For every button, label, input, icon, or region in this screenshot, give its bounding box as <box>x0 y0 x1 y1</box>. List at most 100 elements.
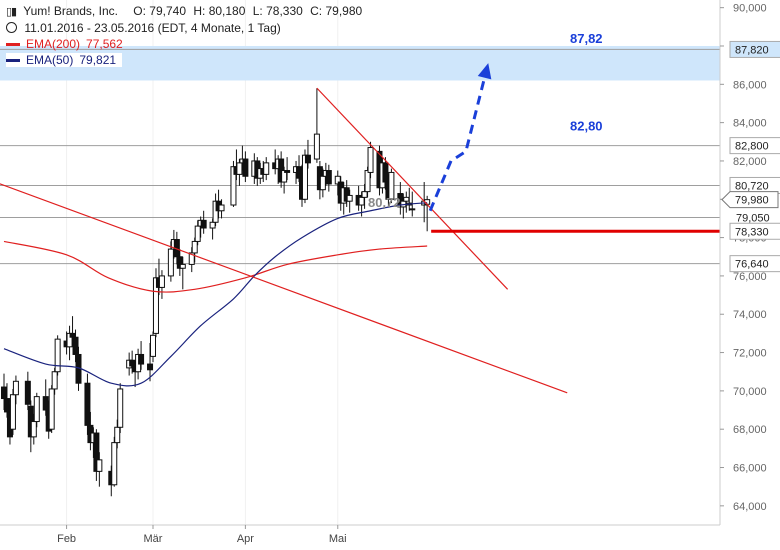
y-tick-label: 82,000 <box>733 156 767 168</box>
y-tick-label: 68,000 <box>733 424 767 436</box>
candle-body <box>30 421 37 438</box>
candle-body <box>9 394 16 430</box>
ema200-value: 77,562 <box>86 37 123 51</box>
candle-body <box>84 382 91 426</box>
candle-body <box>129 359 136 367</box>
candles <box>1 88 431 497</box>
y-tick-label: 90,000 <box>733 3 767 15</box>
candle-body <box>263 162 270 175</box>
date-range: 11.01.2016 - 23.05.2016 (EDT, 4 Monate, … <box>24 21 281 35</box>
y-tick-label: 64,000 <box>733 501 767 513</box>
price-tags: 87,820 82,800 80,720 79,980 79,050 78,330 76,6… <box>721 40 780 273</box>
horizontal-levels <box>0 48 720 265</box>
open-value: O: 79,740 <box>133 4 187 18</box>
candle-body <box>194 225 201 242</box>
candle-body <box>69 332 76 338</box>
candle-body <box>158 275 165 288</box>
candle-body <box>319 175 326 191</box>
legend-ema200: EMA(200) 77,562 <box>6 37 123 51</box>
ema200-swatch <box>6 42 20 46</box>
short-downtrend-line <box>316 87 509 290</box>
candle-body <box>358 196 365 206</box>
price-tag: 79,050 <box>736 212 770 224</box>
candle-body <box>42 396 49 411</box>
target-upper-label: 87,82 <box>570 31 603 46</box>
x-axis: Feb Mär Apr Mai <box>0 524 720 545</box>
forecast-arrow <box>428 63 492 212</box>
close-value: C: 79,980 <box>310 4 363 18</box>
candle-body <box>72 336 79 355</box>
candle-body <box>403 196 410 202</box>
price-tag-box <box>729 222 780 240</box>
high-value: H: 80,180 <box>193 4 246 18</box>
candle-body <box>117 388 124 428</box>
candle-body <box>296 166 303 179</box>
candle-body <box>51 371 58 390</box>
candle-body <box>346 194 353 202</box>
price-tag-box <box>729 137 780 155</box>
candle-body <box>191 240 198 254</box>
price-tag-label: 78,330 <box>735 226 769 238</box>
candle-body <box>147 363 154 371</box>
price-tag: 87,820 <box>729 40 780 58</box>
ema50-label: EMA(50) <box>26 53 74 67</box>
candle-body <box>325 170 332 185</box>
candle-body <box>33 396 40 423</box>
y-tick-label: 72,000 <box>733 348 767 360</box>
candle-body <box>54 338 61 373</box>
candle-body <box>361 191 368 198</box>
x-tick-label: Mai <box>329 533 347 545</box>
low-value: L: 78,330 <box>252 4 303 18</box>
x-tick-label: Mär <box>144 533 163 545</box>
candle-body <box>382 162 389 183</box>
candle-body <box>209 221 216 229</box>
candle-body <box>313 133 320 160</box>
gridlines <box>66 0 339 525</box>
legend-ema50: EMA(50) 79,821 <box>6 53 123 67</box>
y-tick-label: 66,000 <box>733 463 767 475</box>
instrument-name: Yum! Brands, Inc. <box>23 4 118 18</box>
candle-body <box>364 170 371 193</box>
candle-body <box>150 334 156 357</box>
candlestick-icon: ▯▮ <box>6 6 17 18</box>
ema50-value: 79,821 <box>79 53 117 67</box>
price-tag-label: 87,820 <box>735 44 769 56</box>
candle-body <box>24 380 31 405</box>
y-tick-label: 76,000 <box>733 271 767 283</box>
price-tag: 82,800 <box>729 137 780 155</box>
x-tick-label: Apr <box>237 533 254 545</box>
candle-body <box>3 398 10 413</box>
price-tag: 76,640 <box>729 255 780 273</box>
candle-body <box>236 162 243 175</box>
x-tick-label: Feb <box>57 533 76 545</box>
price-tag: 80,720 <box>729 176 780 194</box>
candle-body <box>48 388 55 430</box>
ema50-swatch <box>6 58 20 62</box>
candle-body <box>388 171 395 200</box>
arrow-head-icon <box>477 63 492 80</box>
candle-body <box>242 158 249 177</box>
ema200-line <box>3 240 428 293</box>
price-tag-box <box>721 191 779 209</box>
candle-body <box>284 170 291 173</box>
mid-level-label: 80,72 <box>368 195 401 210</box>
y-tick-label: 86,000 <box>733 79 767 91</box>
price-tag: 79,980 <box>721 191 779 209</box>
candle-body <box>179 263 186 269</box>
price-tag-label: 82,800 <box>735 141 769 153</box>
clock-icon <box>6 22 17 33</box>
candle-body <box>12 380 19 396</box>
candle-body <box>200 219 207 229</box>
price-tag-label: 76,640 <box>735 259 769 271</box>
chart-header: ▯▮ Yum! Brands, Inc. O: 79,740 H: 80,180… <box>6 4 366 18</box>
price-tag-label: 80,720 <box>735 180 769 192</box>
ema200-label: EMA(200) <box>26 37 81 51</box>
price-tag: 78,330 <box>729 222 780 240</box>
price-tag-box <box>729 255 780 273</box>
forecast-path <box>428 68 489 212</box>
candle-body <box>96 459 103 472</box>
candle-body <box>167 248 174 277</box>
ema50-line <box>3 202 428 387</box>
date-range-row: 11.01.2016 - 23.05.2016 (EDT, 4 Monate, … <box>6 21 285 35</box>
